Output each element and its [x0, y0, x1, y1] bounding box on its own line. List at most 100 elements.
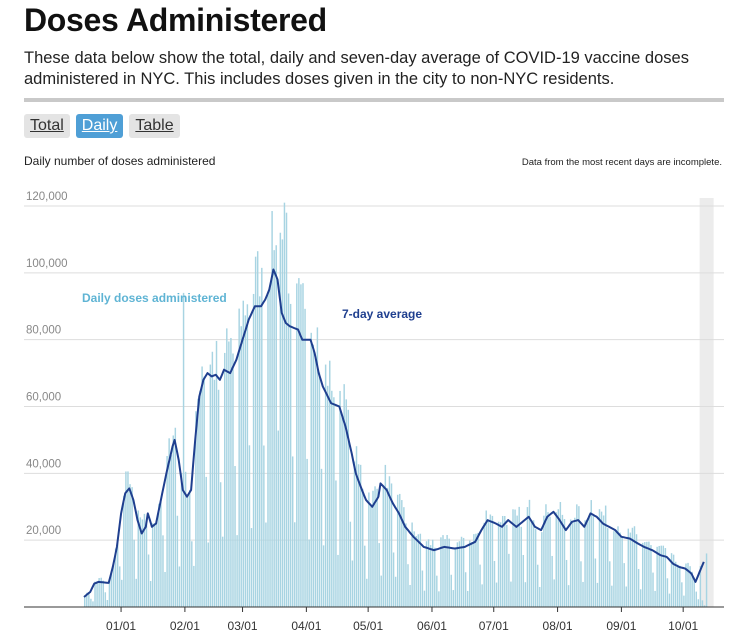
daily-bar: [308, 539, 310, 607]
daily-bar: [477, 532, 479, 607]
daily-bar: [504, 515, 506, 607]
daily-bar: [547, 512, 549, 607]
x-axis: 01/01 02/01 03/01 04/01 05/01 06/01 07/01 08/01…: [24, 606, 724, 633]
daily-bar: [135, 578, 137, 607]
daily-bar: [108, 579, 111, 607]
daily-bar: [450, 574, 452, 607]
daily-bar: [143, 513, 146, 607]
daily-bar: [469, 540, 471, 607]
daily-bar: [162, 535, 164, 607]
daily-bar: [460, 536, 463, 607]
daily-bar: [145, 524, 148, 607]
daily-bar: [545, 504, 547, 607]
daily-bar: [151, 523, 154, 607]
daily-bar: [261, 267, 263, 607]
y-tick-label: 20,000: [26, 525, 61, 537]
daily-bar: [629, 532, 632, 607]
tab-total[interactable]: Total: [24, 114, 70, 138]
daily-bar: [471, 542, 473, 607]
daily-bar: [186, 494, 189, 607]
daily-bar: [156, 518, 158, 607]
daily-bar: [672, 554, 675, 607]
tab-table[interactable]: Table: [129, 114, 180, 138]
daily-bar: [195, 411, 197, 607]
daily-bar: [497, 521, 500, 607]
daily-bar: [536, 564, 539, 607]
daily-bar: [318, 372, 321, 607]
daily-bar: [553, 579, 555, 607]
daily-bar: [341, 414, 343, 607]
daily-bar: [514, 509, 516, 607]
daily-bar: [333, 397, 335, 607]
daily-bar: [602, 515, 605, 607]
daily-bar: [366, 578, 368, 607]
daily-bar: [215, 340, 218, 607]
daily-bar: [390, 483, 393, 607]
x-tick-label: 01/01: [106, 619, 136, 633]
daily-bar: [436, 575, 438, 607]
daily-bar: [359, 464, 362, 607]
daily-bar: [627, 528, 630, 607]
daily-bar: [580, 561, 582, 607]
daily-bar: [419, 533, 422, 607]
daily-bar: [193, 565, 195, 607]
daily-bar: [685, 563, 687, 607]
daily-bar: [633, 526, 636, 607]
daily-bar: [489, 514, 492, 607]
daily-bar: [578, 506, 580, 607]
daily-bar: [600, 511, 603, 607]
daily-bar: [668, 593, 671, 607]
daily-bar: [623, 563, 625, 607]
daily-bar: [619, 532, 621, 607]
daily-bar: [176, 515, 179, 607]
page-description: These data below show the total, daily a…: [24, 49, 689, 88]
daily-bar: [658, 545, 660, 607]
daily-bar: [106, 600, 109, 607]
daily-bar: [269, 287, 271, 607]
daily-bar: [376, 488, 378, 607]
daily-bar: [705, 553, 708, 607]
daily-bar: [695, 591, 697, 607]
daily-bar: [289, 303, 292, 607]
daily-bar: [353, 461, 356, 607]
daily-bar: [291, 456, 294, 607]
daily-bar: [137, 510, 139, 607]
view-tabs: Total Daily Table: [24, 114, 180, 138]
daily-bar: [679, 565, 681, 607]
daily-bar: [345, 399, 347, 607]
daily-bar: [429, 545, 432, 607]
daily-bar: [625, 586, 627, 607]
incomplete-band-layer: [699, 198, 714, 607]
daily-bar: [574, 517, 576, 607]
daily-bar: [676, 564, 679, 607]
daily-bar: [481, 584, 483, 607]
daily-bar: [378, 543, 380, 607]
daily-bar: [197, 398, 199, 607]
daily-bar: [621, 536, 623, 607]
daily-bar: [166, 456, 168, 607]
daily-bar: [302, 283, 304, 607]
daily-bar: [592, 515, 595, 607]
daily-bar: [114, 548, 117, 607]
daily-bar: [339, 390, 341, 607]
daily-bar: [349, 521, 352, 607]
daily-bar: [561, 514, 564, 607]
daily-bar: [458, 541, 461, 607]
daily-bar: [119, 566, 121, 607]
daily-bar: [495, 582, 498, 607]
daily-bar: [273, 250, 275, 607]
daily-bar: [543, 515, 545, 607]
daily-bar: [279, 232, 282, 607]
daily-bar: [582, 581, 584, 607]
daily-bar: [84, 597, 86, 607]
daily-bar: [230, 337, 232, 607]
tab-daily[interactable]: Daily: [75, 114, 124, 138]
daily-bar: [473, 534, 475, 607]
daily-bar: [306, 458, 308, 607]
incomplete-data-band: [699, 198, 714, 607]
daily-bar: [401, 500, 403, 607]
daily-bar: [326, 385, 329, 607]
daily-bar: [409, 584, 411, 607]
daily-bar: [411, 522, 413, 607]
daily-bar: [275, 245, 277, 607]
